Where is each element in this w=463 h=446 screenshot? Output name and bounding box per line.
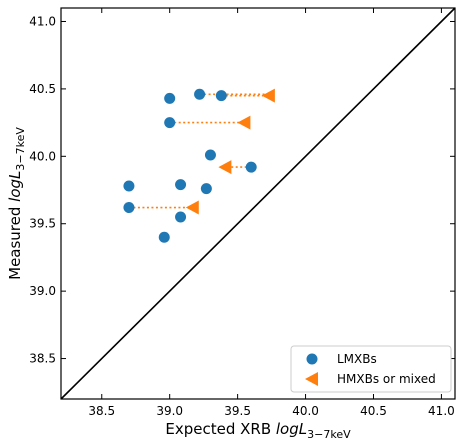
lmxb-point [175,211,187,223]
x-tick-label: 38.5 [88,404,115,418]
connector-lines [128,93,269,209]
y-tick-label: 41.0 [29,14,56,28]
lmxb-point [164,92,176,104]
lmxb-point [158,231,170,243]
legend-label-lmxbs: LMXBs [337,352,377,366]
lmxb-point [123,202,135,214]
axis-ticks: 38.5 39.0 39.5 40.0 40.5 41.0 38.5 39.0 39.5 40.0… [29,8,455,418]
lmxb-point [245,161,257,173]
lmxb-point [204,149,216,161]
x-tick-label: 39.5 [224,404,251,418]
x-tick-label: 39.0 [156,404,183,418]
one-to-one-line [60,7,456,400]
lmxb-point [215,90,227,102]
x-tick-label: 40.0 [292,404,319,418]
y-tick-label: 40.5 [29,82,56,96]
x-tick-label: 40.5 [360,404,387,418]
x-axis-label-prefix: Expected XRB [165,420,276,438]
hmxb-point [261,88,275,103]
legend-box [290,345,452,393]
y-axis-label-prefix: Measured [6,202,24,280]
lmxb-point [194,88,206,100]
x-tick-label: 41.0 [428,404,455,418]
y-axis-label-main: logL [6,171,24,202]
y-tick-label: 40.0 [29,149,56,163]
one-to-one-line-group [60,7,456,400]
x-axis-label: Expected XRB logL3−7keV [165,420,351,441]
legend-marker-lmxbs [306,353,318,365]
lmxb-point [175,179,187,191]
legend-marker-hmxbs [305,372,318,386]
lmxb-point [164,117,176,129]
y-tick-label: 39.0 [29,284,56,298]
y-axis-label-sub: 3−7keV [14,127,27,171]
x-axis-label-main: logL [276,420,307,438]
lmxb-point [123,180,135,192]
legend: LMXBs HMXBs or mixed [290,345,452,393]
y-axis-label: Measured logL3−7keV [6,127,27,280]
hmxb-point [237,115,251,130]
legend-label-hmxbs: HMXBs or mixed [337,372,436,386]
data-points [123,88,275,243]
y-tick-label: 38.5 [29,352,56,366]
x-axis-label-sub: 3−7keV [307,428,351,441]
plot-frame [60,7,456,400]
lmxb-point [200,183,212,195]
hmxb-point [185,200,199,215]
y-tick-label: 39.5 [29,217,56,231]
hmxb-point [218,160,232,175]
